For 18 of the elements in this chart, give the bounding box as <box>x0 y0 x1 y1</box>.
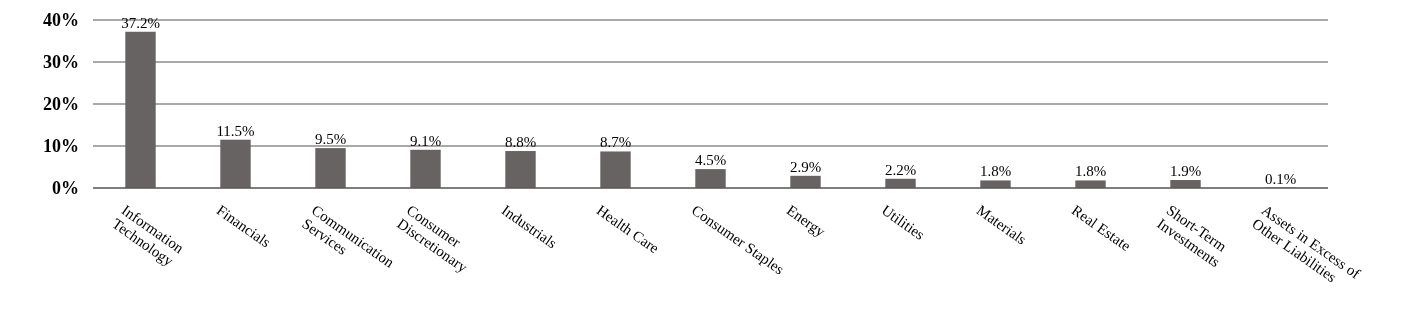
data-label: 11.5% <box>216 122 255 139</box>
data-label: 8.8% <box>504 134 537 151</box>
y-tick-label: 30% <box>43 52 79 73</box>
data-label: 1.8% <box>1074 163 1107 180</box>
y-tick-label: 20% <box>43 94 79 115</box>
data-label: 0.1% <box>1264 170 1297 187</box>
data-label: 8.7% <box>599 134 632 151</box>
data-label: 1.9% <box>1169 163 1202 180</box>
data-label: 4.5% <box>694 152 727 169</box>
data-label: 2.2% <box>884 161 917 178</box>
data-label: 37.2% <box>121 14 160 31</box>
data-label: 9.1% <box>409 132 442 149</box>
data-label: 1.8% <box>979 163 1012 180</box>
y-tick-label: 10% <box>43 136 79 157</box>
data-label: 2.9% <box>789 158 822 175</box>
y-tick-label: 0% <box>52 178 79 199</box>
y-tick-label: 40% <box>43 10 79 31</box>
data-label: 9.5% <box>314 131 347 148</box>
